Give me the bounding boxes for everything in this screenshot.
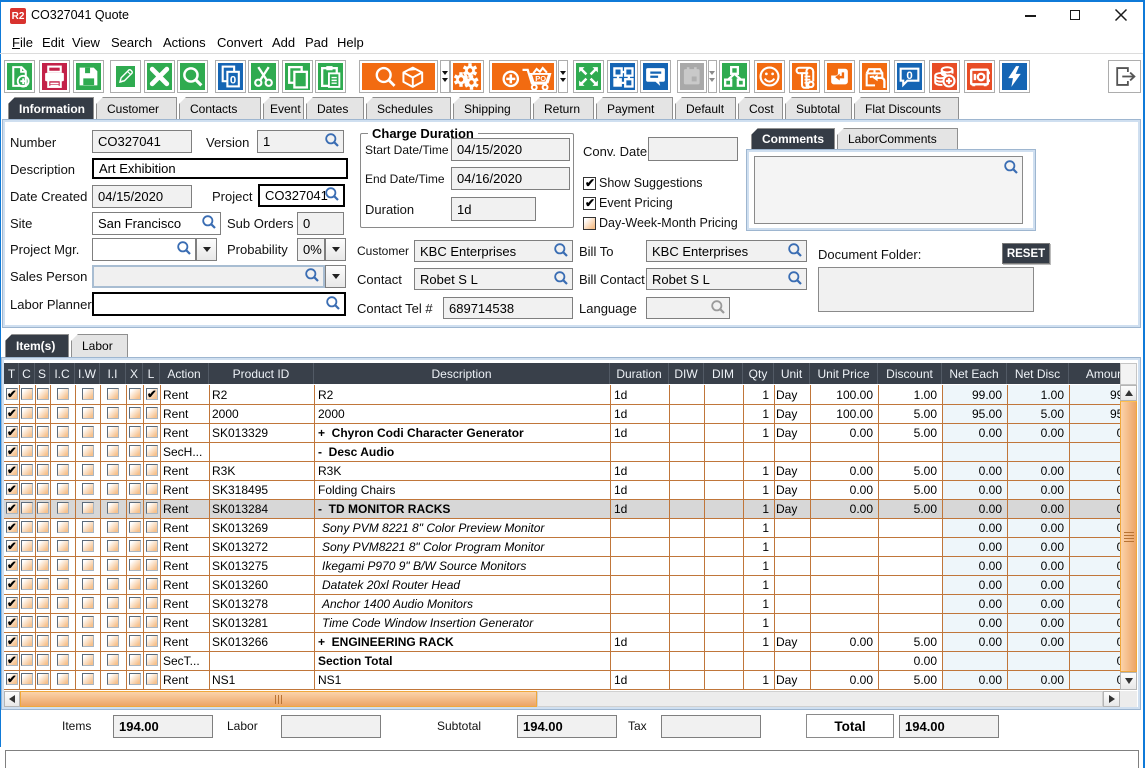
svg-text:PO: PO bbox=[535, 74, 546, 83]
svg-text:0: 0 bbox=[229, 74, 235, 86]
svg-text:0: 0 bbox=[906, 70, 912, 82]
